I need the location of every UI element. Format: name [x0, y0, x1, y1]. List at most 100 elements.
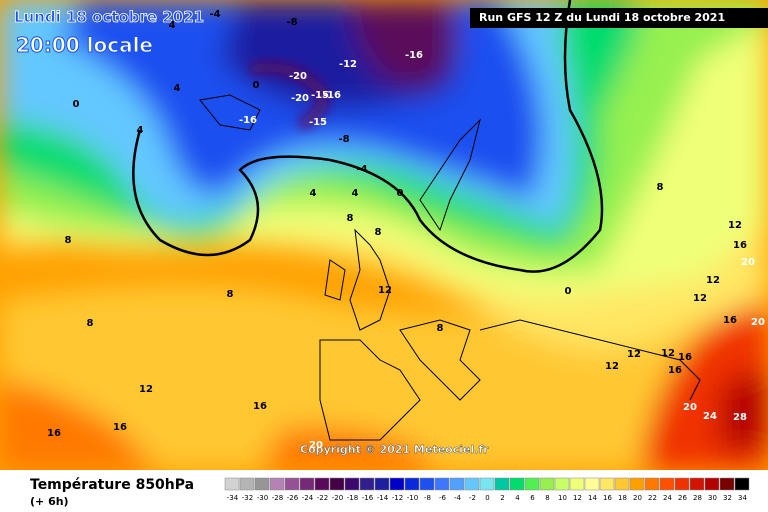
- contour-label: 4: [137, 125, 144, 136]
- contour-label: 20: [741, 257, 755, 268]
- legend-tick-label: 24: [663, 494, 672, 502]
- legend-swatch: [704, 477, 720, 491]
- contour-label: 16: [733, 240, 747, 251]
- contour-label: 0: [73, 99, 80, 110]
- contour-label: 8: [657, 182, 664, 193]
- legend-tick-label: 2: [500, 494, 504, 502]
- contour-label: 0: [253, 80, 260, 91]
- contour-label: -16: [323, 90, 341, 101]
- contour-label: -4: [209, 9, 220, 20]
- legend-swatch: [629, 477, 645, 491]
- contour-label: 8: [375, 227, 382, 238]
- legend-swatch: [449, 477, 465, 491]
- legend-swatch: [494, 477, 510, 491]
- legend-swatch: [539, 477, 555, 491]
- contour-label: 16: [668, 365, 682, 376]
- variable-label: Température 850hPa: [30, 477, 194, 493]
- legend-tick-label: -14: [377, 494, 389, 502]
- copyright: Copyright © 2021 Meteociel.fr: [300, 443, 489, 456]
- contour-label: 16: [723, 315, 737, 326]
- legend-tick-label: 26: [678, 494, 687, 502]
- legend-tick-label: -34: [227, 494, 239, 502]
- legend-tick-label: 22: [648, 494, 657, 502]
- legend-swatch: [344, 477, 360, 491]
- contour-label: -20: [291, 93, 309, 104]
- contour-label: 4: [352, 188, 359, 199]
- legend-tick-label: 10: [558, 494, 567, 502]
- legend-swatch: [719, 477, 735, 491]
- legend-tick-label: -16: [362, 494, 374, 502]
- contour-label: 16: [47, 428, 61, 439]
- legend-swatch: [374, 477, 390, 491]
- legend-tick-label: -10: [407, 494, 418, 502]
- contour-label: 28: [733, 412, 747, 423]
- legend-tick-label: 18: [618, 494, 627, 502]
- legend-swatch: [239, 477, 255, 491]
- legend-tick-label: -18: [347, 494, 358, 502]
- legend-swatch: [269, 477, 285, 491]
- legend-swatch: [299, 477, 315, 491]
- date-label: Lundi 18 octobre 2021: [14, 8, 204, 26]
- legend-swatch: [419, 477, 435, 491]
- contour-label: 8: [65, 235, 72, 246]
- contour-label: -20: [289, 71, 307, 82]
- legend-tick-label: 20: [633, 494, 642, 502]
- color-legend: -34 -32 -30 -28 -26 -24 -22 -20 -18 -16 -14 -12 -10-…: [224, 477, 750, 502]
- legend-swatch: [224, 477, 240, 491]
- legend-tick-label: 28: [693, 494, 702, 502]
- legend-tick-label: 30: [708, 494, 717, 502]
- legend-swatch: [599, 477, 615, 491]
- contour-label: 12: [706, 275, 720, 286]
- legend-swatch: [524, 477, 540, 491]
- legend-tick-label: -28: [272, 494, 283, 502]
- contour-label: -16: [239, 115, 257, 126]
- legend-tick-label: 4: [515, 494, 520, 502]
- legend-swatch: [464, 477, 480, 491]
- contour-label: 8: [227, 289, 234, 300]
- contour-label: 24: [703, 411, 717, 422]
- legend-swatch: [674, 477, 690, 491]
- legend-tick-label: -24: [302, 494, 314, 502]
- legend-swatch: [359, 477, 375, 491]
- footer-bar: [0, 470, 768, 512]
- contour-label: 16: [678, 352, 692, 363]
- legend-swatch: [614, 477, 630, 491]
- contour-label: 12: [627, 349, 641, 360]
- legend-swatch: [404, 477, 420, 491]
- legend-swatch: [314, 477, 330, 491]
- run-label: Run GFS 12 Z du Lundi 18 octobre 2021: [479, 11, 725, 24]
- time-label: 20:00 locale: [16, 33, 153, 57]
- legend-tick-label: -6: [439, 494, 447, 502]
- legend-swatch: [734, 477, 750, 491]
- legend-tick-label: -4: [454, 494, 462, 502]
- contour-label: 12: [728, 220, 742, 231]
- contour-label: -8: [338, 134, 349, 145]
- contour-label: 8: [347, 213, 354, 224]
- contour-label: 12: [605, 361, 619, 372]
- legend-tick-label: -26: [287, 494, 299, 502]
- legend-swatch: [389, 477, 405, 491]
- contour-label: 12: [661, 348, 675, 359]
- contour-label: -8: [286, 17, 297, 28]
- legend-swatch: [569, 477, 585, 491]
- legend-tick-label: -32: [242, 494, 253, 502]
- legend-tick-label: 14: [588, 494, 597, 502]
- legend-tick-label: 16: [603, 494, 612, 502]
- legend-tick-label: 6: [530, 494, 535, 502]
- contour-label: 16: [113, 422, 127, 433]
- legend-swatch: [689, 477, 705, 491]
- contour-label: -4: [356, 164, 367, 175]
- contour-label: 8: [437, 323, 444, 334]
- contour-label: -12: [339, 59, 357, 70]
- legend-swatch: [479, 477, 495, 491]
- contour-label: 20: [683, 402, 697, 413]
- legend-swatch: [434, 477, 450, 491]
- contour-label: 20: [309, 440, 323, 451]
- contour-label: 4: [310, 188, 317, 199]
- legend-swatch: [329, 477, 345, 491]
- contour-label: 8: [87, 318, 94, 329]
- legend-tick-label: 32: [723, 494, 732, 502]
- legend-tick-label: -20: [332, 494, 343, 502]
- contour-label: 20: [751, 317, 765, 328]
